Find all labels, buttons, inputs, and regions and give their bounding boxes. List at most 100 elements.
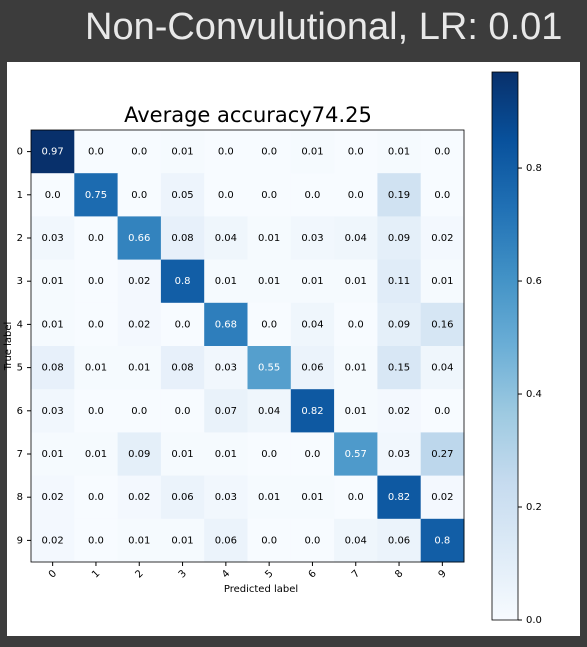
cell	[290, 302, 335, 347]
cell	[31, 302, 75, 347]
cell-label: 0.55	[258, 363, 280, 374]
cell	[204, 475, 248, 520]
cell	[74, 475, 119, 520]
cell	[377, 302, 422, 347]
cell	[204, 130, 248, 174]
cell	[160, 346, 205, 390]
cell	[74, 389, 119, 433]
cell	[74, 432, 119, 477]
cell	[160, 173, 205, 217]
cell	[74, 173, 119, 217]
cell	[74, 259, 119, 304]
cell	[160, 259, 205, 304]
cell-label: 0.01	[171, 147, 193, 158]
cell-label: 0.0	[304, 449, 320, 460]
cell	[290, 130, 335, 174]
page-title: Non-Convulutional, LR: 0.01	[85, 6, 562, 48]
y-tick-label: 8	[17, 492, 23, 503]
cell-label: 0.09	[388, 319, 410, 330]
cell	[377, 389, 422, 433]
cell	[117, 432, 162, 477]
cell	[377, 259, 422, 304]
cell	[290, 432, 335, 477]
cell-label: 0.0	[88, 319, 104, 330]
cell	[290, 216, 335, 261]
cell-label: 0.0	[261, 319, 277, 330]
cell-label: 0.03	[388, 449, 410, 460]
cell	[117, 475, 162, 520]
cell	[31, 173, 75, 217]
cell	[334, 432, 378, 477]
cell-label: 0.66	[128, 233, 150, 244]
y-tick-label: 4	[17, 319, 23, 330]
cell-label: 0.11	[388, 276, 410, 287]
cell-label: 0.02	[128, 319, 150, 330]
cell-label: 0.01	[215, 449, 237, 460]
colorbar-tick-label: 0.2	[526, 502, 542, 513]
cell	[420, 518, 465, 563]
chart-title: Average accuracy74.25	[124, 103, 372, 127]
cell-label: 0.16	[431, 319, 453, 330]
cell-label: 0.57	[345, 449, 367, 460]
y-tick-label: 6	[17, 406, 23, 417]
y-tick-label: 0	[17, 147, 23, 158]
cell-label: 0.04	[345, 233, 367, 244]
cell-label: 0.02	[431, 492, 453, 503]
colorbar-tick-label: 0.8	[526, 163, 542, 174]
cell-label: 0.0	[304, 535, 320, 546]
cell-label: 0.0	[434, 147, 450, 158]
cell	[31, 389, 75, 433]
cell	[334, 518, 378, 563]
cell-label: 0.19	[388, 190, 410, 201]
cell-label: 0.01	[128, 363, 150, 374]
cell-label: 0.06	[171, 492, 193, 503]
cell-label: 0.0	[348, 147, 364, 158]
cell-label: 0.01	[345, 406, 367, 417]
cell	[204, 216, 248, 261]
cell-label: 0.0	[88, 492, 104, 503]
cell-label: 0.02	[42, 492, 64, 503]
cell-label: 0.09	[128, 449, 150, 460]
cell-label: 0.06	[388, 535, 410, 546]
cell	[377, 518, 422, 563]
cell-label: 0.0	[261, 535, 277, 546]
colorbar-tick-label: 0.4	[526, 389, 542, 400]
cell	[160, 475, 205, 520]
cell	[117, 389, 162, 433]
cell	[31, 259, 75, 304]
cell	[204, 346, 248, 390]
cell	[334, 346, 378, 390]
cell	[204, 259, 248, 304]
cell	[31, 216, 75, 261]
cell-label: 0.02	[388, 406, 410, 417]
cell-label: 0.09	[388, 233, 410, 244]
cell-label: 0.01	[42, 319, 64, 330]
cell	[74, 216, 119, 261]
cell	[31, 475, 75, 520]
cell	[117, 130, 162, 174]
cell-label: 0.02	[42, 535, 64, 546]
cell	[290, 173, 335, 217]
cell-label: 0.01	[85, 363, 107, 374]
cell	[117, 259, 162, 304]
cell	[247, 475, 292, 520]
cell-label: 0.01	[215, 276, 237, 287]
cell	[247, 518, 292, 563]
y-axis-label: True label	[3, 322, 14, 372]
cell	[420, 130, 465, 174]
cell	[334, 173, 378, 217]
cell	[290, 518, 335, 563]
cell	[420, 216, 465, 261]
cell	[420, 389, 465, 433]
cell	[117, 173, 162, 217]
cell-label: 0.0	[348, 492, 364, 503]
cell-label: 0.02	[431, 233, 453, 244]
cell-label: 0.01	[431, 276, 453, 287]
cell	[117, 216, 162, 261]
cell	[377, 475, 422, 520]
cell-label: 0.03	[42, 406, 64, 417]
cell-label: 0.01	[258, 233, 280, 244]
cell	[334, 389, 378, 433]
cell-label: 0.01	[345, 276, 367, 287]
